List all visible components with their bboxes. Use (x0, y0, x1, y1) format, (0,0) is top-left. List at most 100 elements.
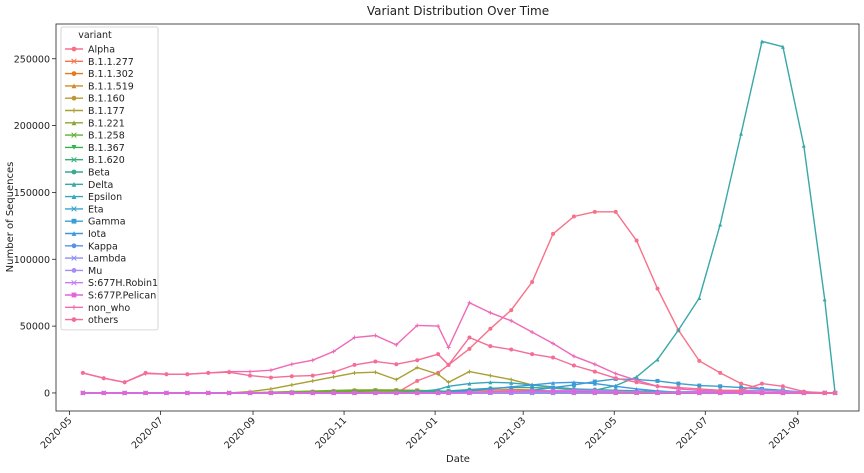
data-point (206, 390, 211, 395)
legend-label: others (88, 315, 118, 326)
data-point (268, 375, 273, 380)
data-point (101, 376, 106, 381)
data-point (488, 380, 493, 385)
data-point (446, 362, 451, 367)
data-point (289, 390, 294, 395)
data-point (415, 390, 420, 395)
data-point (739, 381, 744, 386)
legend-marker (71, 58, 77, 65)
plot-frame (55, 23, 860, 412)
data-point (394, 362, 399, 367)
legend-marker (71, 108, 77, 113)
data-point (394, 342, 399, 347)
legend-marker (71, 218, 77, 224)
data-point (551, 231, 556, 236)
legend-label: Delta (88, 180, 113, 191)
data-point (331, 374, 336, 379)
data-point (436, 372, 441, 377)
data-point (571, 389, 576, 394)
legend-marker (71, 132, 77, 138)
data-point (373, 359, 378, 364)
legend-item: Eta (65, 204, 104, 215)
data-point (592, 381, 597, 386)
legend-item: S:677H.Robin1 (65, 278, 158, 289)
data-point (801, 143, 806, 148)
data-point (822, 390, 827, 395)
data-point (655, 384, 660, 389)
data-point (268, 390, 273, 395)
legend-item: B.1.160 (65, 94, 125, 105)
legend-marker (71, 169, 77, 175)
data-point (613, 371, 618, 376)
x-axis-label: Date (446, 454, 470, 465)
data-point (446, 380, 451, 385)
data-point (551, 385, 556, 390)
data-point (509, 347, 514, 352)
data-point (530, 352, 535, 357)
data-point (697, 386, 702, 391)
legend-marker (71, 243, 77, 249)
data-point (227, 390, 232, 395)
data-point (509, 380, 514, 385)
y-tick-label: 200000 (14, 121, 50, 132)
legend-label: B.1.1.519 (88, 81, 134, 92)
legend-label: Gamma (88, 217, 126, 228)
plot-area (80, 39, 838, 396)
data-point (415, 323, 420, 328)
data-point (571, 354, 576, 359)
legend-label: Mu (88, 266, 102, 277)
data-point (352, 335, 357, 340)
data-point (352, 370, 357, 375)
data-point (530, 382, 535, 387)
legend-item: B.1.1.277 (65, 57, 134, 68)
data-point (655, 286, 660, 291)
data-point (613, 209, 618, 214)
data-point (592, 379, 597, 384)
legend-label: B.1.258 (88, 131, 125, 142)
data-point (551, 341, 556, 346)
data-point (310, 373, 315, 378)
data-point (634, 380, 639, 385)
data-point (613, 376, 618, 381)
data-point (739, 388, 744, 393)
data-point (143, 390, 148, 395)
legend-marker (71, 304, 77, 310)
data-point (415, 358, 420, 363)
data-point (592, 390, 597, 395)
legend-item: others (65, 315, 118, 326)
data-point (551, 389, 556, 394)
data-point (718, 384, 723, 389)
legend-marker (71, 83, 77, 89)
data-point (373, 370, 378, 375)
legend-item: Mu (65, 266, 102, 277)
data-point (655, 357, 660, 362)
data-point (248, 390, 253, 395)
data-point (509, 308, 514, 313)
data-point (759, 389, 764, 394)
legend-item: B.1.221 (65, 118, 125, 129)
legend-label: S:677H.Robin1 (88, 278, 158, 289)
data-point (759, 39, 764, 44)
legend-marker (71, 231, 77, 236)
data-point (206, 370, 211, 375)
data-point (780, 384, 785, 389)
data-point (676, 381, 681, 386)
data-point (488, 373, 493, 378)
data-point (509, 377, 514, 382)
legend-label: B.1.160 (88, 94, 125, 105)
data-point (718, 388, 723, 393)
data-point (331, 390, 336, 395)
data-point (352, 390, 357, 395)
legend-marker (71, 206, 77, 212)
data-point (530, 280, 535, 284)
data-point (289, 382, 294, 387)
data-point (122, 380, 127, 385)
legend-label: Eta (88, 204, 104, 215)
data-point (268, 368, 273, 373)
legend-label: Epsilon (88, 192, 122, 203)
data-point (634, 386, 639, 391)
legend-label: non_who (88, 303, 130, 314)
data-point (436, 324, 441, 329)
legend-item: Lambda (65, 254, 126, 265)
data-point (780, 44, 785, 49)
